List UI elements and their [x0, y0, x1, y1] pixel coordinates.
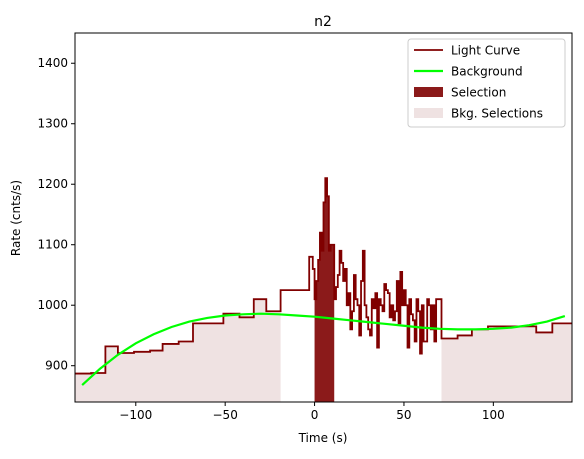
y-tick-label: 1400: [37, 56, 68, 70]
x-tick-label: −50: [213, 408, 238, 422]
y-tick-label: 1100: [37, 238, 68, 252]
x-axis: −100 −50 0 50 100: [119, 402, 505, 422]
x-tick-label: 0: [311, 408, 319, 422]
bkg-selection-region-1: [441, 323, 572, 402]
y-axis: 900 1000 1100 1200 1300 1400: [37, 56, 75, 373]
legend-swatch-3: [414, 108, 443, 118]
y-tick-label: 1300: [37, 117, 68, 131]
x-tick-label: 100: [482, 408, 505, 422]
y-tick-label: 1000: [37, 298, 68, 312]
legend-box: [407, 38, 566, 128]
legend: Light Curve Background Selection Bkg. Selec…: [407, 38, 566, 128]
bkg-selection-region-0: [75, 299, 281, 402]
legend-swatch-2: [414, 87, 443, 97]
plot-frame: [74, 32, 573, 403]
legend-label-3: Bkg. Selections: [451, 107, 543, 121]
legend-label-0: Light Curve: [451, 44, 520, 58]
x-tick-label: 50: [396, 408, 411, 422]
plot-area: [75, 177, 572, 402]
legend-label-2: Selection: [451, 86, 506, 100]
y-tick-label: 900: [45, 359, 68, 373]
light-curve-line: [75, 177, 572, 375]
chart-title: n2: [314, 14, 332, 30]
x-axis-label: Time (s): [298, 431, 348, 445]
y-tick-label: 1200: [37, 177, 68, 191]
x-tick-label: −100: [119, 408, 152, 422]
y-axis-label: Rate (cnts/s): [9, 180, 23, 256]
background-line: [81, 312, 566, 386]
selection-region: [314, 178, 335, 402]
legend-label-1: Background: [451, 65, 523, 79]
